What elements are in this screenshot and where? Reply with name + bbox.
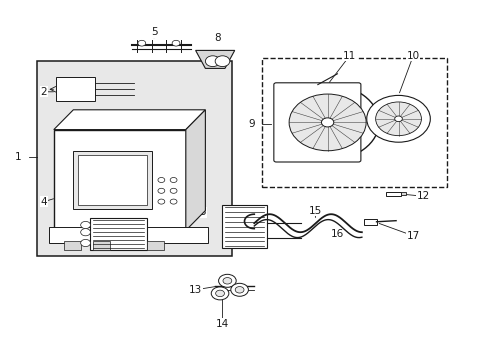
Text: 3: 3 [199,207,206,217]
Text: 10: 10 [406,51,419,61]
Circle shape [158,177,164,183]
Circle shape [223,278,231,284]
Text: 6: 6 [250,211,257,221]
Circle shape [170,177,177,183]
Text: 12: 12 [415,191,429,201]
Text: 15: 15 [308,206,322,216]
Circle shape [158,199,164,204]
Bar [54,130,185,230]
Circle shape [230,283,248,296]
Polygon shape [185,110,205,230]
Circle shape [205,56,220,67]
Circle shape [170,188,177,193]
Bar [78,155,146,205]
Circle shape [375,102,421,136]
Circle shape [218,274,236,287]
Circle shape [288,94,366,151]
Bar [386,192,400,196]
Bar [93,241,110,250]
Text: 1: 1 [15,152,22,162]
Text: 14: 14 [215,319,229,329]
Bar [146,241,163,250]
Circle shape [138,40,145,46]
Bar [63,241,81,250]
Circle shape [211,287,228,300]
Bar [73,151,151,209]
Bar [56,77,95,101]
Bar [261,58,447,187]
Text: 9: 9 [248,119,255,129]
Text: 5: 5 [150,27,157,37]
Polygon shape [37,61,232,256]
Text: 17: 17 [406,231,419,241]
Bar [49,227,207,243]
Circle shape [81,239,90,247]
Polygon shape [195,50,234,68]
Text: 7: 7 [75,236,81,246]
Circle shape [81,221,90,229]
Bar [222,205,266,248]
Circle shape [276,85,378,160]
Text: 16: 16 [330,229,344,239]
Circle shape [170,199,177,204]
Circle shape [235,287,244,293]
Circle shape [158,188,164,193]
Circle shape [394,116,402,122]
Circle shape [172,40,180,46]
Text: 2: 2 [41,87,47,97]
Bar [90,218,146,250]
Text: 4: 4 [41,197,47,207]
Circle shape [81,229,90,236]
Text: 8: 8 [214,33,221,43]
Bar [400,192,405,195]
Circle shape [366,95,429,142]
Circle shape [215,56,229,67]
Circle shape [321,118,333,127]
Circle shape [215,290,224,297]
Text: 11: 11 [342,51,356,61]
FancyBboxPatch shape [273,83,360,162]
Polygon shape [54,110,205,130]
Text: 13: 13 [188,285,202,295]
Bar [364,219,376,225]
